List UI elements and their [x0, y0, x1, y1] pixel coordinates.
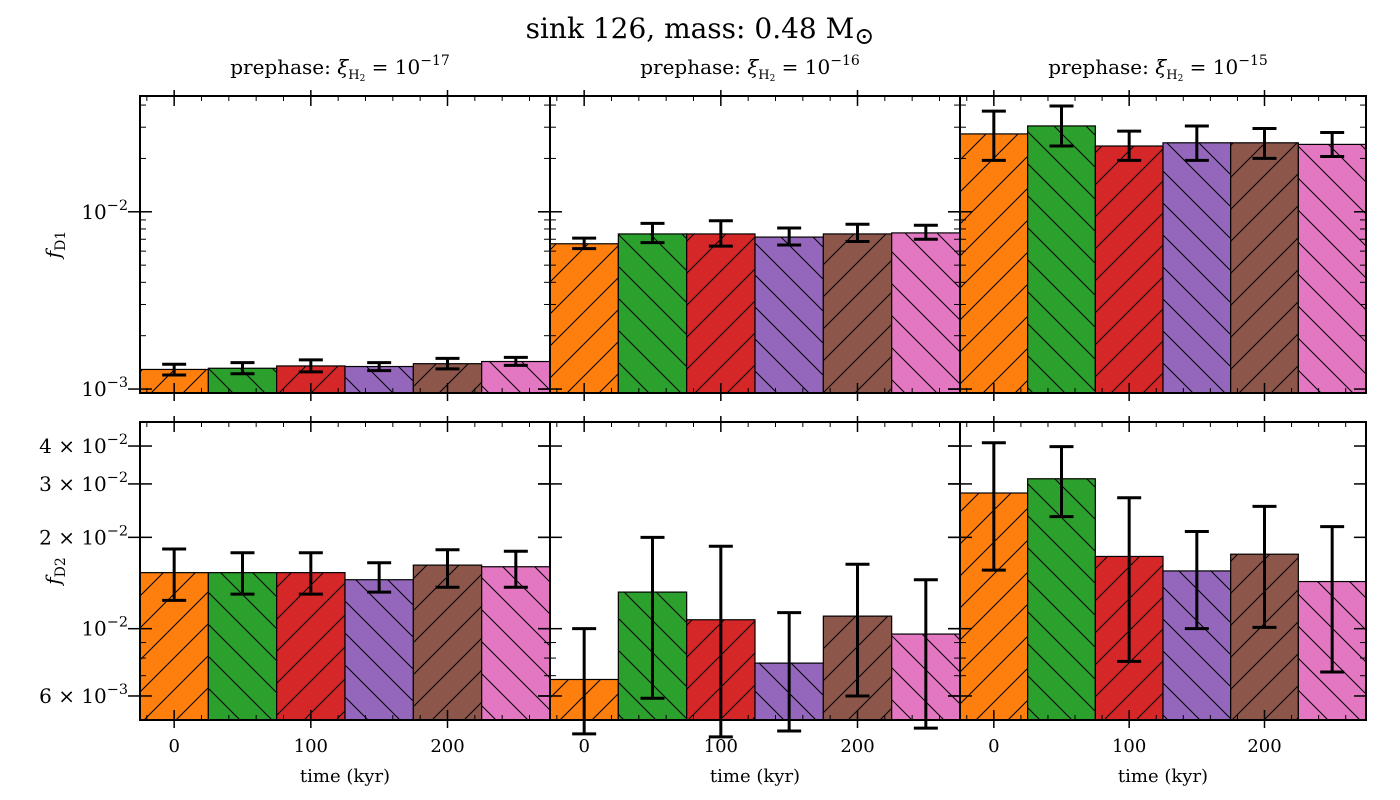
panel-frame	[959, 421, 1367, 721]
y-tick-label: 6 × 10−3	[39, 682, 128, 708]
bar	[1027, 125, 1096, 394]
y-axis-label: fD2	[41, 557, 69, 587]
column-subtitle: prephase: ξH2 = 10−17	[230, 53, 450, 84]
x-tick-label: 100	[704, 736, 738, 757]
y-tick-label: 4 × 10−2	[39, 432, 128, 458]
bar	[549, 243, 619, 394]
plot-area: prephase: ξH2 = 10−17 prephase: ξH2 = 10−…	[39, 53, 1367, 787]
bar	[617, 233, 688, 394]
y-tick-label: 10−2	[81, 615, 128, 641]
y-tick-label: 2 × 10−2	[39, 523, 128, 549]
x-tick-label: 200	[1247, 736, 1281, 757]
x-axis-label: time (kyr)	[1118, 766, 1208, 787]
x-axis-label: time (kyr)	[710, 766, 800, 787]
bar	[822, 233, 893, 394]
bar	[891, 232, 961, 394]
bar	[1230, 142, 1299, 394]
panel-r0-c2	[948, 90, 1367, 401]
y-tick-label: 10−2	[81, 198, 128, 224]
panel-r0-c1	[538, 90, 961, 401]
x-tick-label: 0	[988, 736, 999, 757]
x-tick-label: 100	[294, 736, 328, 757]
y-tick-label: 10−3	[81, 375, 128, 401]
bar	[481, 566, 551, 721]
bar	[1162, 142, 1232, 394]
bar	[1027, 478, 1096, 721]
column-subtitle: prephase: ξH2 = 10−15	[1048, 53, 1268, 84]
y-axis-label: fD1	[41, 231, 69, 261]
panel-r1-c2: 0 100 200 time (kyr)	[948, 416, 1367, 787]
panel-r1-c1: 0 100 200 time (kyr)	[538, 416, 961, 787]
bar	[276, 572, 346, 721]
x-tick-label: 200	[840, 736, 874, 757]
x-tick-label: 0	[168, 736, 179, 757]
y-tick-label: 3 × 10−2	[39, 470, 128, 496]
panel-r0-c0	[128, 90, 551, 401]
bar	[686, 233, 756, 394]
panel-frame	[139, 95, 551, 394]
x-tick-label: 200	[430, 736, 464, 757]
bar	[344, 579, 414, 721]
bar	[207, 572, 278, 721]
figure-title: sink 126, mass: 0.48 M⊙	[526, 12, 875, 50]
x-tick-label: 100	[1112, 736, 1146, 757]
column-subtitle: prephase: ξH2 = 10−16	[640, 53, 860, 84]
x-tick-label: 0	[578, 736, 589, 757]
panel-frame	[959, 95, 1367, 394]
x-axis-label: time (kyr)	[300, 766, 390, 787]
bar	[1094, 145, 1164, 394]
bar	[959, 133, 1029, 394]
panel-r1-c0: 0 100 200 time (kyr)	[128, 416, 551, 787]
bar	[1297, 143, 1367, 394]
bar	[754, 236, 824, 394]
